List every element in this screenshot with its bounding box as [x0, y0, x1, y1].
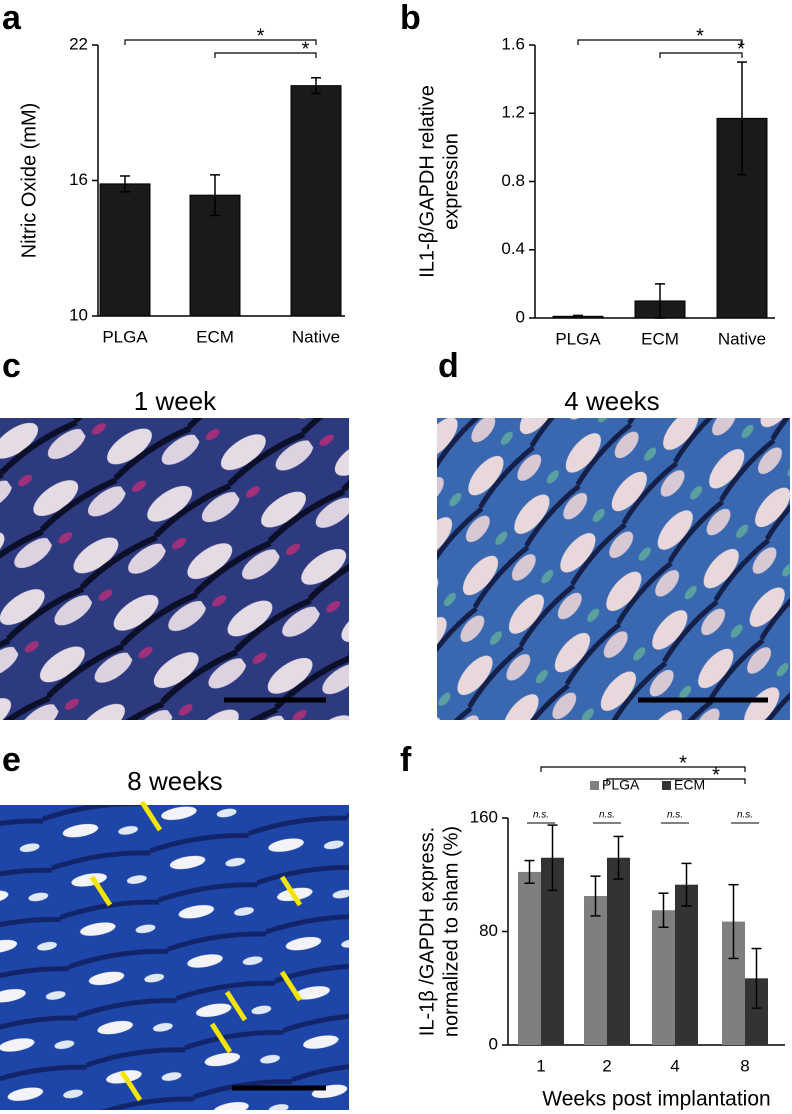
y-tick-label: 80 [479, 921, 498, 940]
y-tick-label: 1.6 [501, 34, 525, 53]
bar [745, 978, 768, 1045]
y-tick-label: 0.4 [501, 239, 525, 258]
panel-label: a [2, 0, 22, 37]
panel-label: b [400, 0, 421, 37]
significance-bracket [540, 766, 746, 772]
bar [722, 921, 745, 1045]
micrograph [437, 418, 790, 720]
error-bar [573, 314, 583, 318]
x-tick-label: 1 [536, 1056, 545, 1075]
y-tick-label: 160 [470, 807, 498, 826]
pair-label: n.s. [599, 810, 615, 821]
micrograph [0, 805, 349, 1110]
significance-label: * [737, 38, 745, 60]
x-tick-label: Native [718, 329, 766, 348]
significance-bracket [124, 39, 317, 45]
error-bar [524, 859, 535, 885]
x-tick-label: ECM [641, 329, 679, 348]
image-title: 4 weeks [564, 386, 659, 416]
panel-label: e [2, 741, 21, 779]
pair-label: n.s. [533, 810, 549, 821]
pair-label: n.s. [667, 810, 683, 821]
micrograph [0, 418, 349, 720]
significance-bracket [659, 52, 743, 58]
significance-label: * [696, 25, 704, 47]
bar [652, 910, 675, 1045]
arrows [89, 800, 303, 1102]
error-bar [728, 883, 739, 960]
image-title: 1 week [134, 386, 217, 416]
bar [584, 896, 607, 1045]
significance-label: * [712, 764, 720, 786]
error-bar [681, 862, 692, 907]
x-tick-label: 4 [670, 1056, 679, 1075]
x-tick-label: PLGA [102, 327, 148, 346]
significance-bracket [214, 52, 317, 58]
bar [518, 871, 541, 1045]
significance-bracket [577, 39, 743, 45]
y-tick-label: 10 [69, 305, 88, 324]
significance-label: * [257, 25, 265, 47]
bar [675, 884, 698, 1045]
y-tick-label: 1.2 [501, 103, 525, 122]
pair-label: n.s. [737, 810, 753, 821]
x-tick-label: PLGA [555, 329, 601, 348]
error-bar [655, 283, 665, 319]
x-axis-label: Weeks post implantation [542, 1088, 770, 1111]
y-axis-label: Nitric Oxide (mM) [18, 103, 40, 259]
bar [290, 85, 342, 317]
y-tick-label: 22 [69, 34, 88, 53]
panel-label: c [2, 347, 21, 385]
bar [541, 857, 564, 1045]
image-title: 8 weeks [127, 766, 222, 796]
x-tick-label: ECM [196, 327, 234, 346]
error-bar [737, 61, 747, 176]
bar [607, 857, 630, 1045]
error-bar [613, 835, 624, 880]
error-bar [120, 175, 130, 193]
y-axis-label: normalized to sham (%) [440, 826, 462, 1037]
error-bar [751, 947, 762, 1009]
legend-label: ECM [674, 777, 705, 793]
y-tick-label: 0.8 [501, 171, 525, 190]
y-tick-label: 0 [489, 1034, 498, 1053]
bar [99, 183, 151, 317]
error-bar [658, 892, 669, 928]
error-bar [590, 875, 601, 917]
panel-label: f [400, 741, 412, 779]
significance-label: * [679, 752, 687, 774]
error-bar [547, 824, 558, 892]
y-axis-label: IL1-β/GAPDH relative [416, 85, 438, 278]
legend-swatch [590, 781, 599, 790]
x-tick-label: 8 [740, 1056, 749, 1075]
significance-bracket [606, 778, 746, 784]
legend-label: PLGA [602, 777, 640, 793]
x-tick-label: 2 [602, 1056, 611, 1075]
x-tick-label: Native [292, 327, 340, 346]
y-axis-label: IL-1β /GAPDH express. [416, 827, 438, 1036]
error-bar [311, 76, 321, 95]
panel-label: d [438, 347, 459, 385]
legend-swatch [662, 781, 671, 790]
y-axis-label: expression [440, 133, 462, 230]
y-tick-label: 16 [69, 170, 88, 189]
y-tick-label: 0 [516, 307, 525, 326]
error-bar [210, 174, 220, 217]
significance-label: * [302, 38, 310, 60]
